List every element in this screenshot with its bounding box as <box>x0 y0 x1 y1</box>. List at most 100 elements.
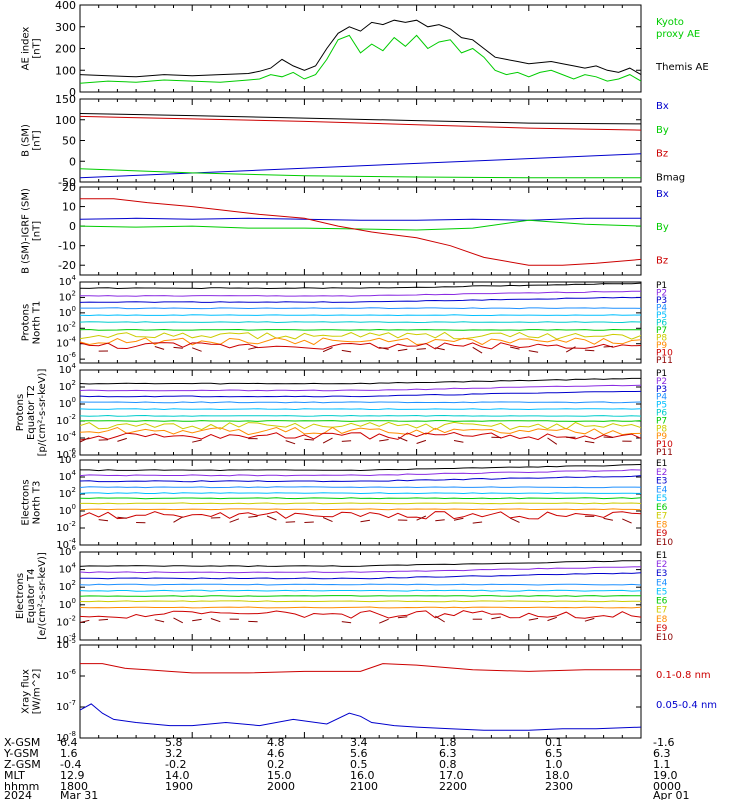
y-axis-label: Equator T4 <box>26 569 37 624</box>
y-tick-label: 0 <box>69 86 76 99</box>
y-tick-label: 300 <box>55 21 76 34</box>
legend-label: P8 <box>656 424 667 434</box>
x-tick-label: 2000 <box>267 780 295 793</box>
legend-label: E5 <box>656 587 667 597</box>
y-tick-label: 104 <box>59 562 77 576</box>
y-tick-label: 10-2 <box>56 413 76 427</box>
series-line <box>472 521 483 524</box>
panel-7: 10-4 10-2 100 102 104 106 Electrons Equator T4[… <box>15 544 673 646</box>
series-line <box>304 521 314 523</box>
y-tick-label: 102 <box>59 379 76 393</box>
legend-label: E5 <box>656 494 667 504</box>
x-tick-label: 4.6 <box>267 747 285 760</box>
series-line <box>509 346 520 350</box>
series-line <box>528 350 539 353</box>
panel-3: -20 -10 0 10 20 B (SM)-IGRF (SM) [nT] Bx By Bz <box>21 181 669 276</box>
y-tick-label: 102 <box>59 486 76 500</box>
series-line <box>80 328 641 331</box>
legend-label: E2 <box>656 560 667 570</box>
series-line <box>603 345 613 348</box>
y-tick-label: 10-7 <box>56 699 76 713</box>
series-line <box>80 153 641 179</box>
series-line <box>192 618 202 622</box>
legend-label: E6 <box>656 503 668 513</box>
series-line <box>80 282 641 290</box>
series-line <box>80 168 641 179</box>
y-tick-label: 10-6 <box>56 668 76 682</box>
series-line <box>80 595 641 597</box>
series-line <box>80 502 641 505</box>
legend-label: P3 <box>656 296 667 306</box>
series-line <box>80 511 641 520</box>
series-line <box>98 618 109 621</box>
series-line <box>80 296 641 303</box>
series-line <box>80 486 641 489</box>
series-line <box>80 431 641 441</box>
series-line <box>192 439 202 443</box>
y-tick-label: 100 <box>59 503 76 517</box>
legend-label: E7 <box>656 512 667 522</box>
legend-label: 0.1-0.8 nm <box>656 670 711 681</box>
y-tick-label: 400 <box>55 0 76 12</box>
y-tick-label: 20 <box>62 181 76 194</box>
series-line <box>192 347 202 352</box>
legend-label: P7 <box>656 326 667 336</box>
series-line <box>435 519 445 522</box>
series-line <box>547 437 558 445</box>
y-axis-label: B (SM) <box>21 124 32 157</box>
x-tick-label: 14.0 <box>165 769 190 782</box>
legend-label: E8 <box>656 615 668 625</box>
series-line <box>304 438 314 441</box>
legend-label: P10 <box>656 349 673 359</box>
x-tick-label: 0.2 <box>267 758 285 771</box>
legend-label: Bx <box>656 189 669 200</box>
x-tick-label: 16.0 <box>350 769 375 782</box>
series-line <box>547 616 557 622</box>
series-line <box>80 217 641 221</box>
y-axis-label: Electrons <box>15 573 26 619</box>
y-tick-label: 106 <box>59 452 77 466</box>
x-tick-label: 4.8 <box>267 736 285 749</box>
series-line <box>341 349 352 353</box>
series-line <box>80 583 641 586</box>
legend-label: E2 <box>656 468 667 478</box>
panel-frame <box>79 459 642 546</box>
series-line <box>248 515 258 518</box>
series-group <box>80 113 641 179</box>
legend-label: E4 <box>656 578 668 588</box>
legend-label: P9 <box>656 432 667 442</box>
x-tick-label: 1.1 <box>653 758 671 771</box>
series-line <box>565 346 576 353</box>
panel-frame <box>79 4 642 93</box>
y-axis-label: [nT] <box>32 221 43 241</box>
legend-label: proxy AE <box>656 29 700 40</box>
legend-label: E3 <box>656 477 667 487</box>
legend-label: P6 <box>656 409 667 419</box>
series-group <box>80 19 641 84</box>
legend-label: P1 <box>656 281 667 291</box>
y-axis-label: [W/m^2] <box>32 669 43 715</box>
series-line <box>435 615 445 623</box>
y-tick-label: 104 <box>59 469 77 483</box>
x-tick-label: 17.0 <box>439 769 464 782</box>
y-tick-label: 10-2 <box>56 320 76 334</box>
legend-label: E9 <box>656 624 668 634</box>
y-tick-label: 102 <box>59 289 76 303</box>
x-tick-label: 6.4 <box>60 736 78 749</box>
y-axis-label: Protons <box>21 304 32 341</box>
legend-label: P2 <box>656 377 667 387</box>
series-line <box>117 516 127 519</box>
x-tick-label: Mar 31 <box>60 789 98 800</box>
legend-label: P10 <box>656 440 673 450</box>
panel-frame <box>79 644 642 739</box>
series-line <box>322 347 333 353</box>
panel-frame <box>79 369 642 456</box>
x-row-label: hhmm <box>4 780 39 793</box>
y-axis-label: AE index <box>21 27 32 71</box>
panel-8: 10-8 10-7 10-6 10-5 Xray flux [W/m^2] 0.1-0.8 … <box>21 637 718 744</box>
series-group <box>80 198 641 266</box>
series-line <box>80 390 641 398</box>
series-line <box>80 606 641 609</box>
series-line <box>266 515 277 521</box>
legend-label: P7 <box>656 416 667 426</box>
